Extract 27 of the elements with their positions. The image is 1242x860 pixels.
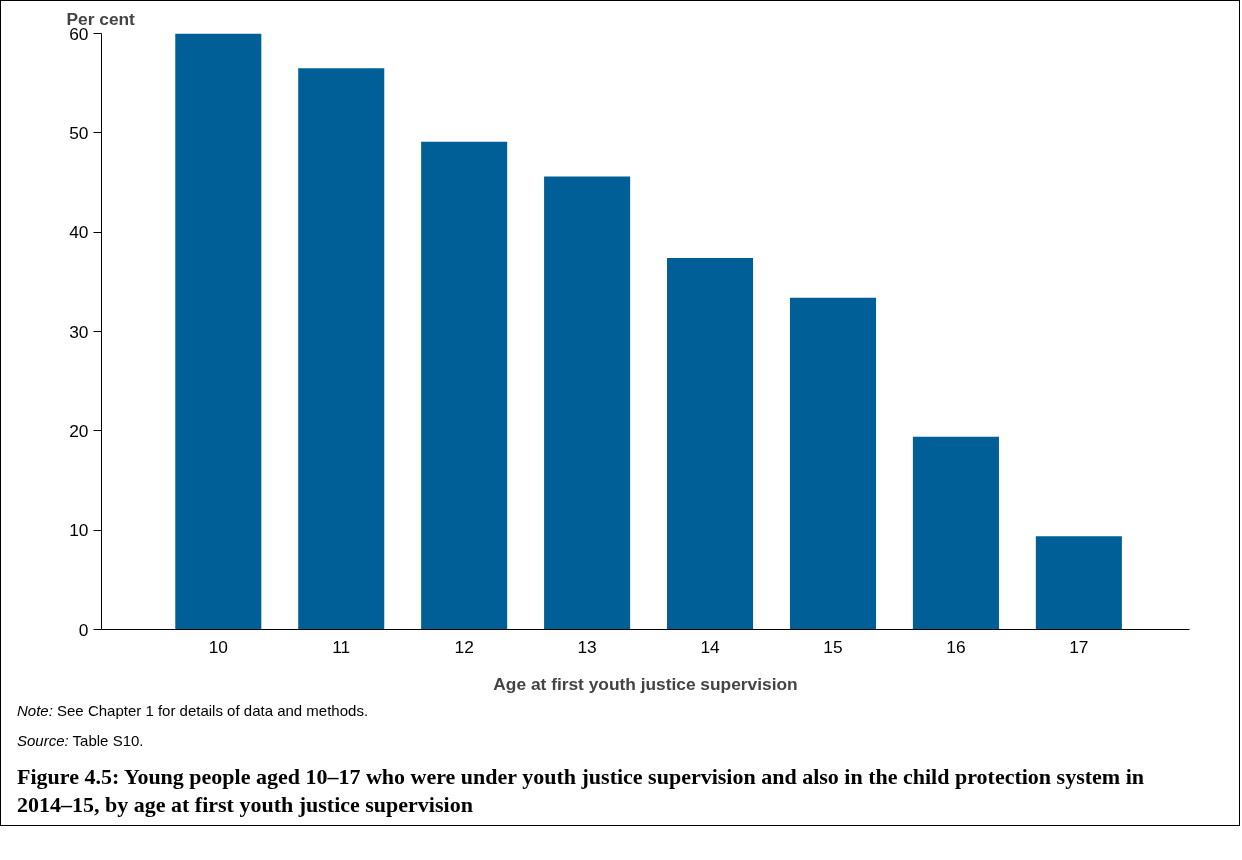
x-tick-label: 10 (208, 636, 228, 657)
y-tick-label: 40 (69, 222, 89, 243)
source-note: Source: Table S10. (17, 731, 144, 752)
bar (912, 436, 999, 630)
x-tick-label: 17 (1069, 636, 1089, 657)
x-tick-label: 13 (577, 636, 597, 657)
y-tick-label: 30 (69, 321, 89, 342)
y-tick-label: 10 (69, 520, 89, 541)
bar (421, 141, 508, 630)
bar (1035, 536, 1122, 630)
x-tick-label: 16 (946, 636, 966, 657)
y-tick-label: 0 (78, 619, 89, 640)
bar (667, 257, 754, 630)
text: Note: See Chapter 1 for details of data and methods. (17, 701, 369, 721)
bar (298, 68, 385, 630)
x-tick-label: 14 (700, 636, 721, 657)
x-axis-title: Age at first youth justice supervision (493, 673, 798, 694)
y-axis-title: Per cent (66, 8, 136, 29)
bar (544, 176, 631, 630)
x-tick-label: 12 (454, 636, 474, 657)
x-tick-label: 15 (823, 636, 843, 657)
x-tick-label: 11 (332, 636, 351, 657)
y-tick-label: 50 (69, 122, 89, 143)
text: Figure 4.5: Young people aged 10–17 who were under youth justice supervision and also in the child protection system in 2014–15, by age at first youth justice supervision (17, 762, 1145, 820)
y-tick-label: 20 (69, 420, 89, 441)
bar (175, 33, 262, 630)
bar (789, 297, 877, 630)
